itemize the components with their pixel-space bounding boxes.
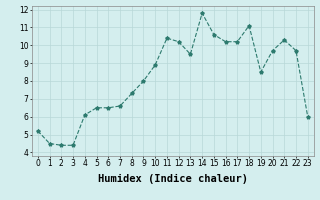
- X-axis label: Humidex (Indice chaleur): Humidex (Indice chaleur): [98, 174, 248, 184]
